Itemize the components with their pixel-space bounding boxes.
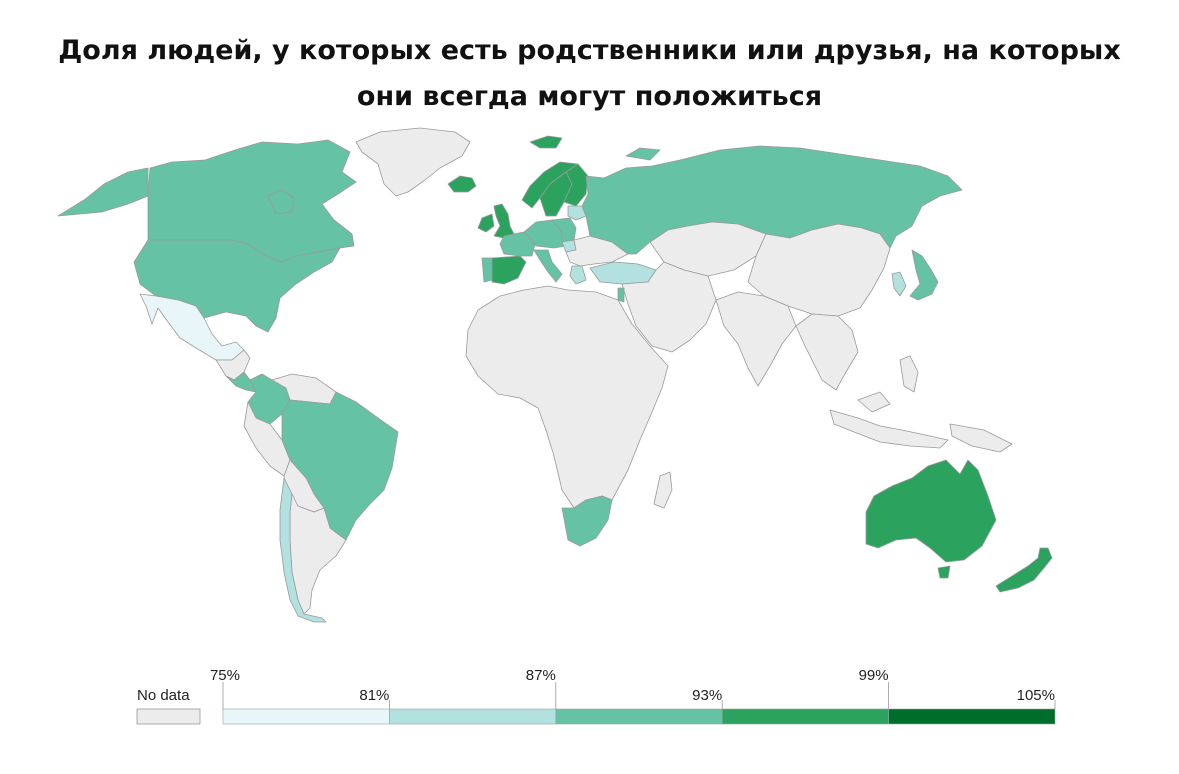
region-turkey xyxy=(589,261,657,285)
legend-tick-label-5: 105% xyxy=(1017,687,1055,704)
region-australia xyxy=(865,459,997,563)
region-southeast-asia xyxy=(795,313,859,391)
legend-swatch-0 xyxy=(222,708,390,725)
region-africa xyxy=(465,285,669,509)
region-philippines xyxy=(899,355,919,393)
region-united-kingdom xyxy=(493,203,515,239)
region-israel xyxy=(617,287,625,303)
legend-swatch-1 xyxy=(389,708,557,725)
region-finland xyxy=(563,163,589,207)
region-alaska xyxy=(57,167,149,217)
legend-no-data-label: No data xyxy=(137,687,190,704)
region-china xyxy=(747,223,891,317)
world-map xyxy=(0,120,1179,640)
legend-swatch-4 xyxy=(888,708,1056,725)
region-greenland xyxy=(355,127,471,197)
map-title: Доля людей, у которых есть родственники … xyxy=(0,28,1179,120)
map-title-line-1: Доля людей, у которых есть родственники … xyxy=(58,35,1121,66)
region-middle-east xyxy=(621,261,717,353)
legend-tick-label-4: 99% xyxy=(859,667,889,684)
legend-no-data-swatch xyxy=(136,708,201,725)
region-iceland xyxy=(447,175,477,193)
legend-tick-label-0: 75% xyxy=(210,667,240,684)
map-legend: No data 75% 81% 87% 93% 99% 105% xyxy=(0,660,1179,740)
region-novaya-zemlya xyxy=(625,147,661,161)
region-new-guinea xyxy=(949,423,1013,453)
legend-color-scale: 75% 81% 87% 93% 99% 105% xyxy=(210,667,1056,725)
legend-swatch-2 xyxy=(555,708,723,725)
region-svalbard xyxy=(529,135,563,149)
region-canada xyxy=(147,139,357,263)
region-spain xyxy=(491,255,527,285)
legend-tick-label-3: 93% xyxy=(692,687,722,704)
region-new-zealand xyxy=(995,547,1053,593)
region-india xyxy=(715,291,797,387)
region-madagascar xyxy=(653,471,673,509)
region-tasmania xyxy=(937,565,951,579)
map-title-line-2: они всегда могут положиться xyxy=(356,81,823,112)
region-korea xyxy=(891,271,907,297)
legend-swatch-3 xyxy=(721,708,889,725)
region-japan xyxy=(909,249,939,301)
region-greece xyxy=(569,265,587,285)
region-italy xyxy=(533,249,563,283)
region-portugal xyxy=(481,257,493,283)
legend-tick-label-1: 81% xyxy=(359,687,389,704)
region-baltics xyxy=(567,205,587,221)
region-indonesia xyxy=(829,391,949,449)
legend-no-data: No data xyxy=(136,687,201,725)
region-chile xyxy=(279,477,327,623)
region-ireland xyxy=(477,213,495,233)
legend-tick-label-2: 87% xyxy=(526,667,556,684)
region-south-africa xyxy=(561,495,613,547)
